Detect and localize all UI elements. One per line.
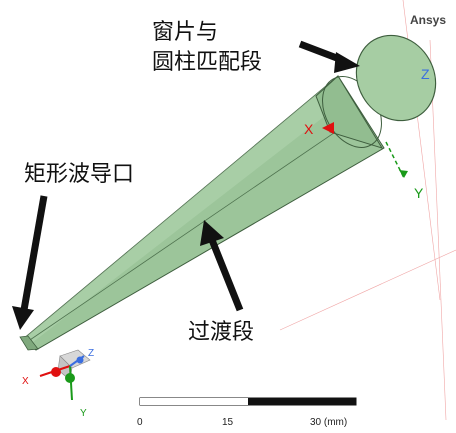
- axis-x-label: X: [304, 121, 314, 137]
- coordinate-triad[interactable]: X Y Z: [22, 348, 94, 419]
- annotation-window: 窗片与 圆柱匹配段: [152, 18, 262, 78]
- triad-y-label: Y: [80, 408, 87, 419]
- annotation-rect-waveguide: 矩形波导口: [24, 162, 135, 187]
- brand-logo: Ansys: [409, 13, 446, 27]
- rect-port-face: [19, 335, 39, 351]
- annotation-transition: 过渡段: [188, 320, 255, 345]
- triad-z-label: Z: [88, 348, 94, 359]
- scale-end: 30 (mm): [310, 417, 347, 428]
- scale-bar: 0 15 30 (mm): [137, 397, 357, 428]
- scale-start: 0: [137, 417, 143, 428]
- annotation-window-line2: 圆柱匹配段: [152, 50, 263, 75]
- triad-x-label: X: [22, 376, 29, 387]
- local-axes: X Y Z: [304, 66, 430, 201]
- axis-y-label: Y: [414, 185, 424, 201]
- axis-z-label: Z: [421, 66, 430, 82]
- window-face: [355, 34, 437, 122]
- annotation-window-line1: 窗片与: [152, 20, 219, 45]
- scale-mid: 15: [222, 417, 234, 428]
- annotation-arrows: [12, 40, 360, 330]
- model-body[interactable]: [19, 21, 451, 351]
